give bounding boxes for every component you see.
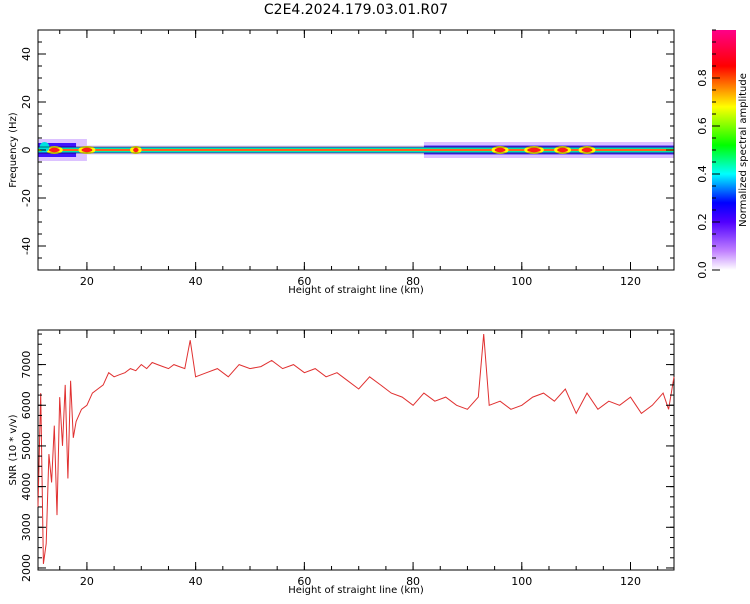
bottom-y-axis-label: SNR (10 * v/v) [8, 414, 19, 485]
top-panel: 20 40 60 80 100 120 -40 -20 0 20 40 Height of str… [8, 29, 675, 296]
x-tick-label: 100 [511, 275, 532, 288]
colorbar-tick-label: 0.8 [696, 69, 709, 87]
colorbar-tick-label: 0.2 [696, 213, 709, 231]
y-tick-label: 40 [20, 47, 33, 61]
y-tick-label: 6000 [20, 391, 33, 419]
y-tick-label: -40 [20, 237, 33, 255]
top-y-ticks: -40 -20 0 20 40 [20, 29, 674, 271]
heatmap-blob [494, 147, 506, 153]
colorbar: 0.0 0.2 0.4 0.6 0.8 Normalized spectral ampl… [696, 29, 749, 279]
x-tick-label: 40 [189, 275, 203, 288]
x-tick-label: 40 [189, 575, 203, 588]
x-tick-label: 80 [406, 575, 420, 588]
x-tick-label: 120 [620, 275, 641, 288]
colorbar-tick-label: 0.4 [696, 165, 709, 183]
x-tick-label: 100 [511, 575, 532, 588]
heatmap-blob [81, 147, 93, 153]
heatmap-cell [43, 149, 674, 151]
x-tick-label: 20 [80, 275, 94, 288]
x-tick-label: 80 [406, 275, 420, 288]
bottom-x-axis-label: Height of straight line (km) [288, 585, 424, 596]
colorbar-tick-label: 0.0 [696, 261, 709, 279]
figure-title: C2E4.2024.179.03.01.R07 [264, 2, 448, 18]
heatmap-blob [581, 147, 593, 153]
x-tick-label: 60 [297, 575, 311, 588]
x-tick-label: 20 [80, 575, 94, 588]
heatmap-blob [527, 147, 541, 153]
heatmap-blob [557, 147, 568, 153]
bottom-axes-frame [37, 329, 675, 571]
x-tick-label: 60 [297, 275, 311, 288]
x-tick-label: 120 [620, 575, 641, 588]
heatmap-blob [48, 147, 60, 153]
heatmap-band [38, 139, 674, 161]
bottom-panel: 20 40 60 80 100 120 200030004000500060007000 … [8, 329, 675, 596]
heatmap-blob [133, 147, 139, 153]
colorbar-label: Normalized spectral amplitude [738, 73, 749, 227]
snr-series-line [37, 334, 675, 564]
top-y-axis-label: Frequency (Hz) [8, 112, 19, 188]
y-tick-label: 3000 [20, 513, 33, 541]
y-tick-label: 7000 [20, 351, 33, 379]
y-tick-label: 4000 [20, 473, 33, 501]
bottom-x-ticks: 20 40 60 80 100 120 [59, 330, 659, 588]
top-x-ticks: 20 40 60 80 100 120 [59, 30, 659, 288]
y-tick-label: 20 [20, 95, 33, 109]
colorbar-tick-label: 0.6 [696, 117, 709, 135]
y-tick-label: 0 [20, 147, 33, 154]
y-tick-label: 5000 [20, 432, 33, 460]
top-x-axis-label: Height of straight line (km) [288, 285, 424, 296]
colorbar-ticks: 0.0 0.2 0.4 0.6 0.8 [696, 29, 720, 279]
y-tick-label: -20 [20, 189, 33, 207]
bottom-y-ticks: 2000 3000 4000 5000 6000 7000 [20, 333, 674, 582]
y-tick-label: 2000 [20, 554, 33, 582]
